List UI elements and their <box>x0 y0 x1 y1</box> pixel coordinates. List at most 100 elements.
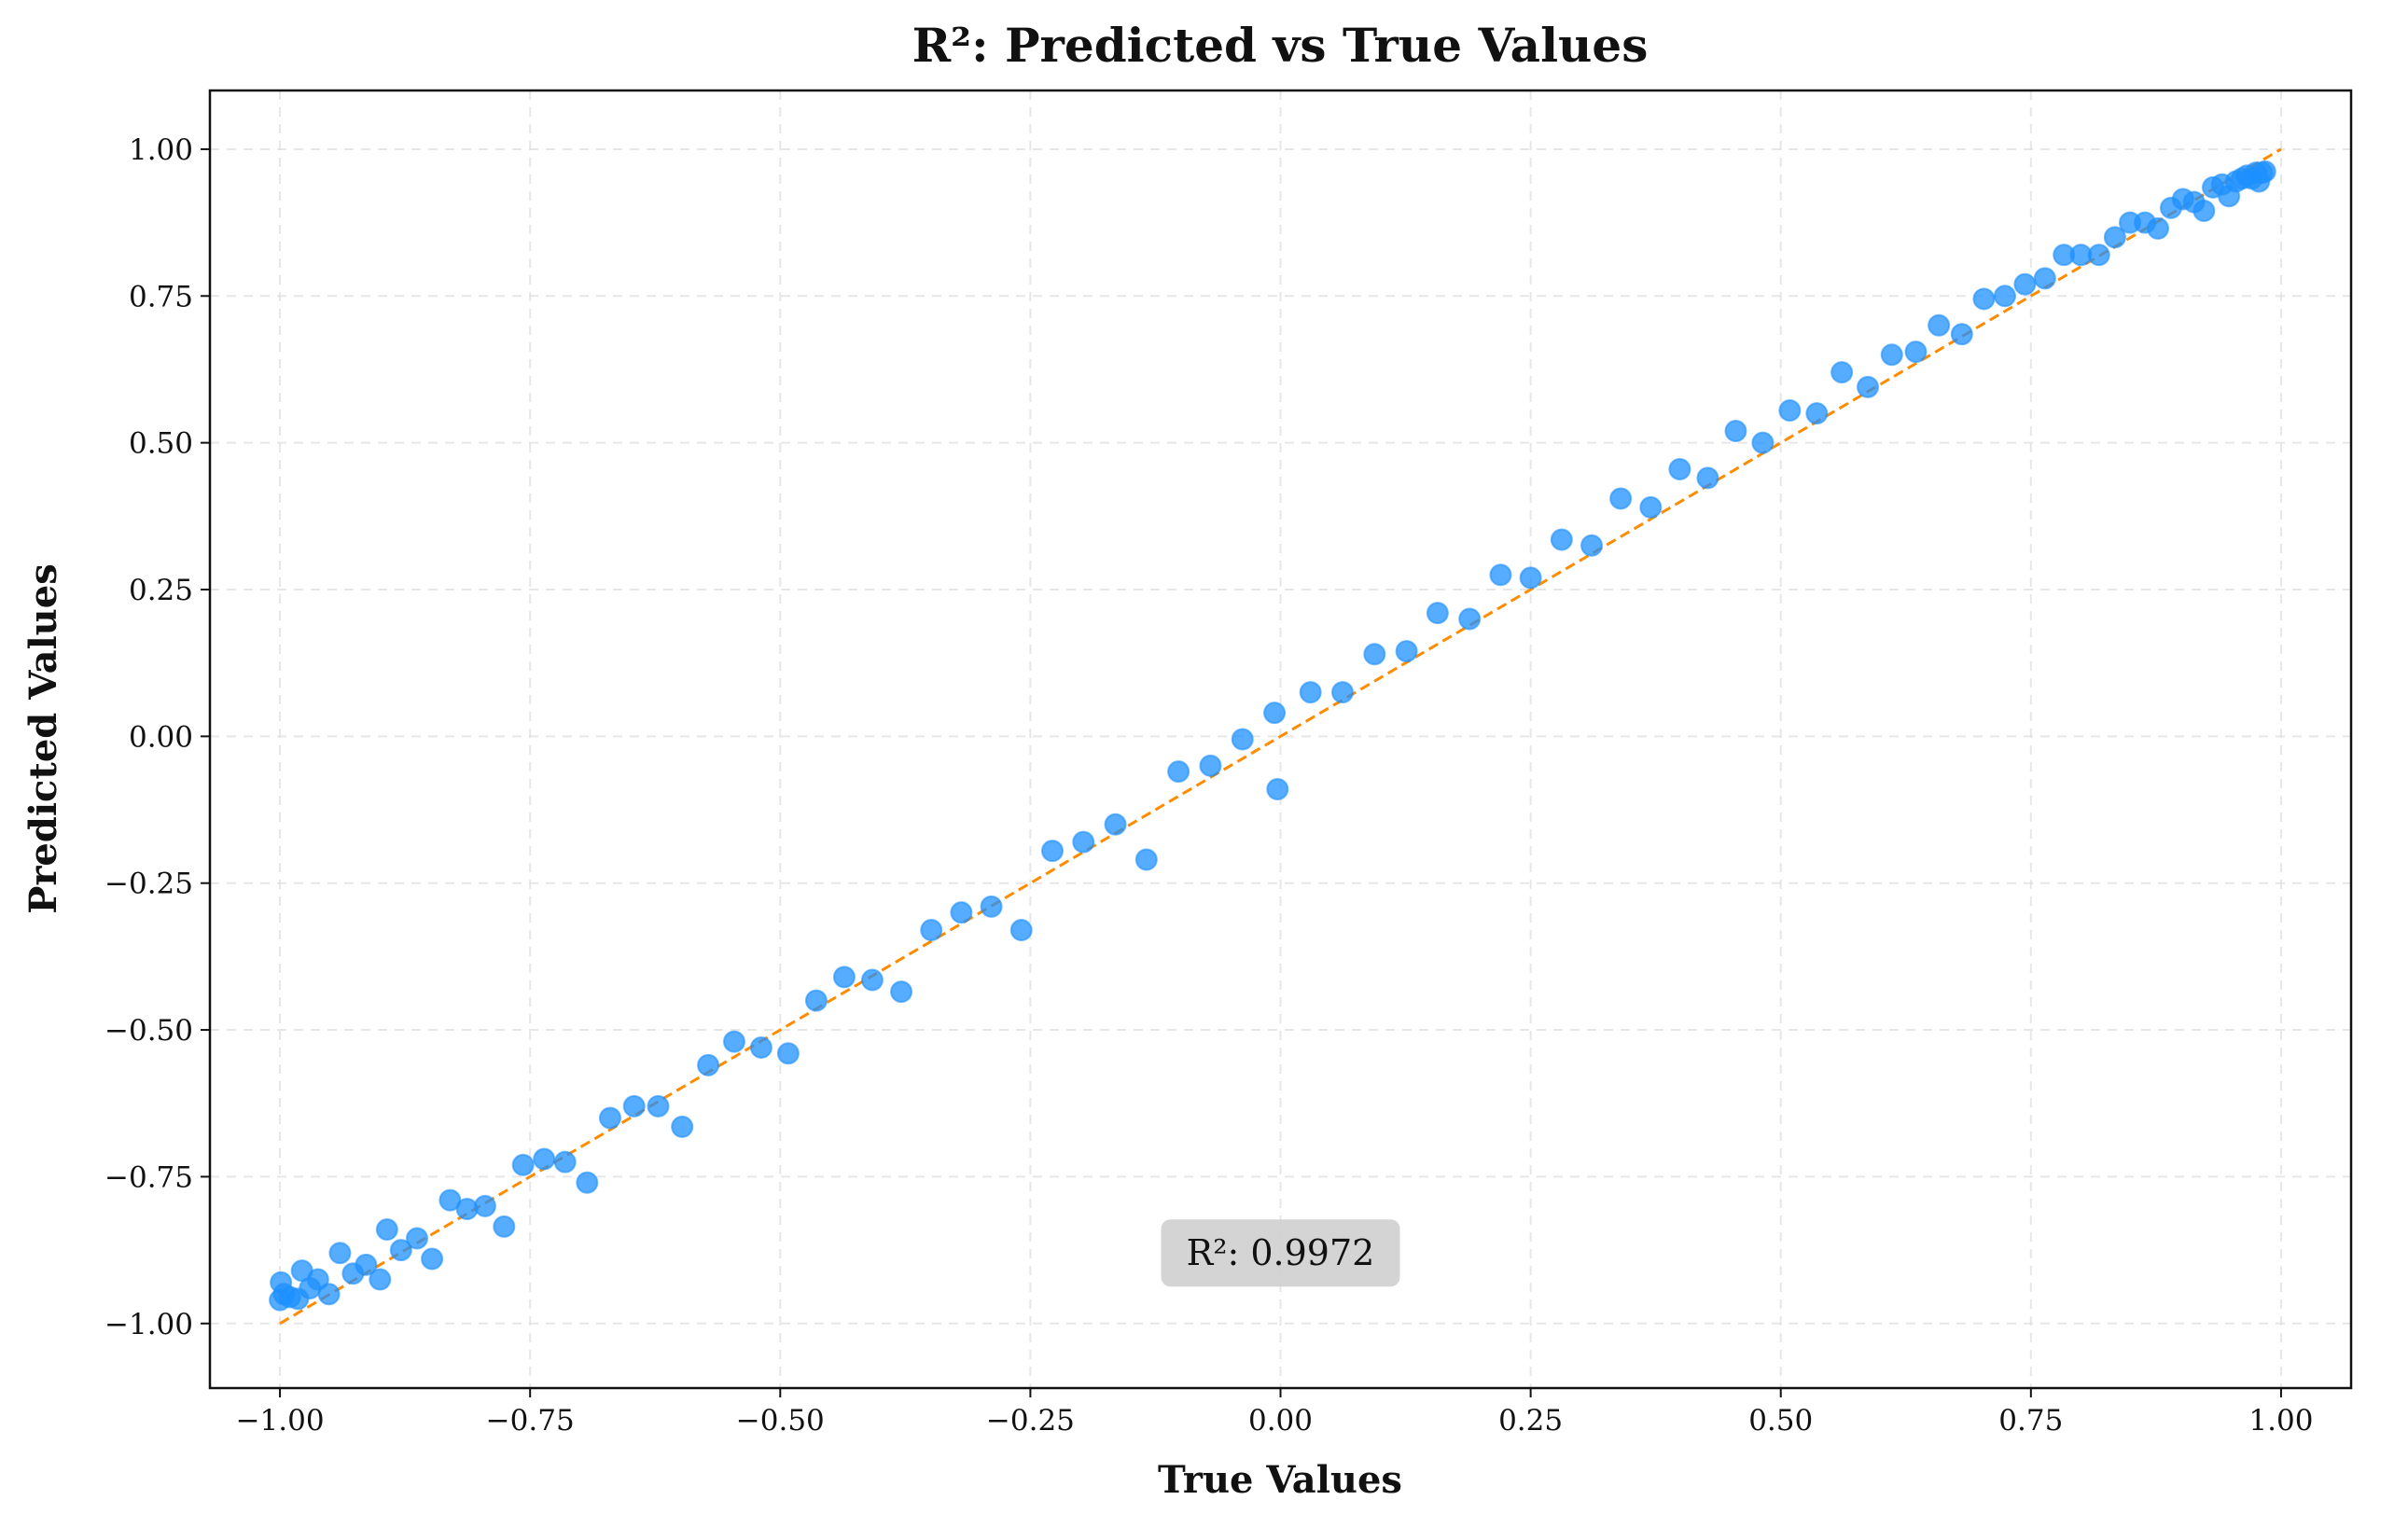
data-point <box>1458 607 1482 631</box>
x-tick-label: −1.00 <box>236 1404 325 1438</box>
data-point <box>1830 361 1854 384</box>
data-point <box>1266 778 1289 800</box>
data-point <box>860 968 884 992</box>
data-point <box>1928 313 1951 337</box>
data-point <box>1972 287 1996 311</box>
annotation-layer: R²: 0.9972 <box>1161 1219 1400 1287</box>
data-point <box>598 1106 621 1130</box>
y-tick-label: −0.25 <box>104 868 193 901</box>
data-point <box>375 1218 398 1242</box>
data-point <box>1134 848 1158 871</box>
data-point <box>1639 495 1663 519</box>
data-point <box>647 1094 670 1118</box>
data-point <box>493 1215 516 1238</box>
data-point <box>328 1242 352 1265</box>
data-point <box>1904 340 1928 364</box>
y-axis-label: Predicted Values <box>21 563 65 913</box>
data-point <box>1009 919 1033 942</box>
data-point <box>980 895 1003 918</box>
data-point <box>749 1035 773 1059</box>
data-point <box>920 919 943 942</box>
data-point <box>1993 285 2016 308</box>
data-point <box>511 1153 535 1176</box>
y-tick-label: 0.00 <box>129 720 193 754</box>
x-tick-label: 1.00 <box>2248 1404 2313 1438</box>
y-tick-label: −1.00 <box>104 1308 193 1341</box>
data-point <box>2103 226 2126 249</box>
data-point <box>306 1268 329 1291</box>
data-point <box>1609 487 1633 510</box>
data-point <box>1519 566 1542 590</box>
data-point <box>576 1171 599 1194</box>
data-point <box>832 965 856 989</box>
data-point <box>473 1194 496 1217</box>
x-tick-label: −0.75 <box>486 1404 575 1438</box>
data-point <box>1489 563 1512 587</box>
data-point <box>776 1042 800 1065</box>
x-axis-label: True Values <box>1158 1458 1402 1502</box>
data-point <box>1805 402 1829 425</box>
y-tick-label: 1.00 <box>129 133 193 167</box>
data-point <box>1104 813 1127 836</box>
data-point <box>369 1268 392 1291</box>
data-point <box>1040 840 1064 863</box>
data-point <box>890 980 913 1004</box>
data-point <box>1395 640 1418 663</box>
data-point <box>2253 160 2276 183</box>
data-point <box>421 1247 444 1271</box>
data-point <box>1857 375 1880 398</box>
x-tick-label: 0.75 <box>1998 1404 2063 1438</box>
x-tick-label: 0.25 <box>1498 1404 1563 1438</box>
data-point <box>553 1150 577 1174</box>
y-tick-label: 0.50 <box>129 427 193 461</box>
data-point <box>2033 267 2056 290</box>
x-tick-label: 0.50 <box>1748 1404 1813 1438</box>
data-point <box>1950 323 1973 346</box>
data-point <box>355 1253 378 1276</box>
data-point <box>1167 760 1190 784</box>
chart-title: R²: Predicted vs True Values <box>912 18 1649 73</box>
data-point <box>697 1053 720 1077</box>
x-tick-label: −0.50 <box>736 1404 825 1438</box>
x-tick-label: 0.00 <box>1248 1404 1313 1438</box>
data-point <box>1072 830 1095 854</box>
data-point <box>622 1094 646 1118</box>
y-tick-label: 0.75 <box>129 280 193 313</box>
y-tick-label: −0.75 <box>104 1160 193 1194</box>
r2-annotation-text: R²: 0.9972 <box>1187 1232 1375 1273</box>
data-point <box>2013 272 2037 296</box>
y-tick-label: −0.50 <box>104 1014 193 1048</box>
data-point <box>1580 534 1604 557</box>
data-point <box>1880 343 1903 367</box>
x-tick-label: −0.25 <box>986 1404 1075 1438</box>
data-point <box>1550 528 1573 551</box>
data-point <box>317 1283 341 1306</box>
data-point <box>1363 643 1386 666</box>
data-point <box>722 1030 745 1053</box>
data-point <box>950 901 973 924</box>
data-point <box>1724 420 1747 443</box>
data-point <box>405 1227 428 1250</box>
ticks-layer: −1.00 −0.75 −0.50 −0.25 0.00 0.25 0.50 0.75 1.00… <box>104 133 2313 1438</box>
data-point <box>533 1147 556 1171</box>
grid-lines <box>210 90 2351 1388</box>
data-point <box>1263 701 1287 725</box>
data-point <box>455 1198 479 1221</box>
data-point <box>1299 681 1322 704</box>
r2-annotation-box <box>1161 1219 1400 1287</box>
data-point <box>671 1115 694 1138</box>
data-point <box>1751 431 1775 454</box>
data-point <box>1696 466 1719 490</box>
data-point <box>1330 681 1354 704</box>
data-point <box>1426 602 1449 625</box>
data-point <box>389 1239 412 1262</box>
data-point <box>2192 200 2216 223</box>
data-point <box>1199 754 1222 777</box>
data-point <box>1778 399 1802 423</box>
data-point <box>1231 728 1254 751</box>
data-point <box>804 989 828 1012</box>
data-point <box>1668 457 1691 480</box>
y-tick-label: 0.25 <box>129 574 193 607</box>
data-point <box>2147 216 2170 240</box>
